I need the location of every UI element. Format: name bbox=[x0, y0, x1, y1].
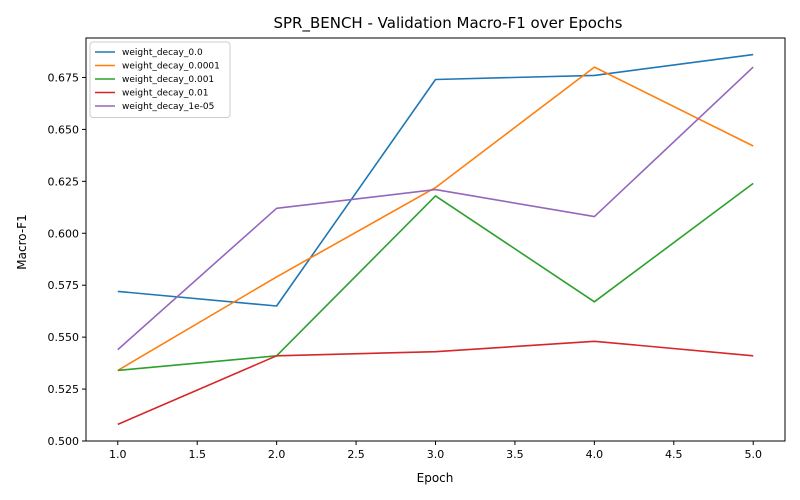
series-line-0 bbox=[117, 53, 754, 307]
y-tick-label: 0.625 bbox=[48, 175, 80, 188]
x-tick-label: 4.0 bbox=[586, 448, 604, 461]
x-tick-label: 1.0 bbox=[109, 448, 127, 461]
x-tick-label: 5.0 bbox=[744, 448, 762, 461]
x-tick-label: 1.5 bbox=[188, 448, 206, 461]
y-tick-label: 0.600 bbox=[48, 227, 80, 240]
chart-title: SPR_BENCH - Validation Macro-F1 over Epo… bbox=[273, 14, 622, 33]
legend-label-4: weight_decay_1e-05 bbox=[122, 102, 214, 112]
y-tick-label: 0.525 bbox=[48, 383, 80, 396]
y-tick-label: 0.675 bbox=[48, 71, 80, 84]
y-tick-label: 0.650 bbox=[48, 123, 80, 136]
y-tick-label: 0.500 bbox=[48, 435, 80, 448]
y-axis-label: Macro-F1 bbox=[15, 214, 29, 269]
legend-label-1: weight_decay_0.0001 bbox=[122, 62, 220, 72]
x-tick-label: 4.5 bbox=[665, 448, 683, 461]
y-tick-label: 0.575 bbox=[48, 279, 80, 292]
legend-label-3: weight_decay_0.01 bbox=[122, 89, 208, 99]
series-line-1 bbox=[117, 66, 754, 372]
series-line-4 bbox=[117, 66, 754, 351]
legend-label-0: weight_decay_0.0 bbox=[122, 48, 203, 58]
series-line-3 bbox=[117, 340, 754, 426]
series-line-2 bbox=[117, 182, 754, 372]
x-tick-label: 3.5 bbox=[506, 448, 524, 461]
legend-box bbox=[89, 41, 231, 118]
y-tick-label: 0.550 bbox=[48, 331, 80, 344]
plot-area: 1.0 1.5 2.0 2.5 3.0 3.5 4.0 4.5 5.0 0.500 0.525 0.5… bbox=[48, 37, 786, 461]
legend: weight_decay_0.0 weight_decay_0.0001weigh… bbox=[89, 41, 231, 118]
x-tick-label: 2.5 bbox=[347, 448, 365, 461]
x-tick-label: 2.0 bbox=[268, 448, 286, 461]
x-tick-label: 3.0 bbox=[427, 448, 445, 461]
legend-label-2: weight_decay_0.001 bbox=[122, 75, 214, 85]
x-axis-label: Epoch bbox=[417, 471, 454, 485]
